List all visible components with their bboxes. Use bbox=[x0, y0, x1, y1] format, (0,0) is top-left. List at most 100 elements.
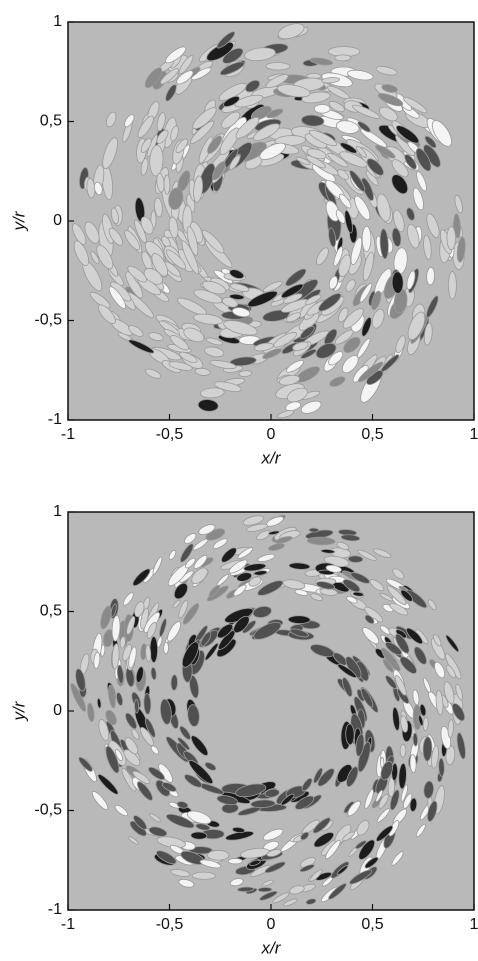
contour-blob bbox=[204, 762, 217, 771]
contour-blob bbox=[264, 788, 280, 798]
contour-blob bbox=[391, 227, 402, 247]
contour-blob bbox=[312, 817, 331, 834]
contour-blob bbox=[309, 869, 323, 882]
contour-blob bbox=[349, 170, 366, 192]
contour-blob bbox=[320, 548, 336, 554]
contour-blob bbox=[179, 351, 198, 364]
contour-blob bbox=[344, 210, 353, 234]
contour-blob bbox=[216, 574, 229, 586]
contour-blob bbox=[237, 547, 254, 559]
contour-blob bbox=[235, 783, 267, 798]
contour-blob bbox=[124, 737, 139, 755]
contour-blob bbox=[265, 74, 289, 89]
contour-blob bbox=[280, 793, 295, 806]
contour-blob bbox=[266, 108, 284, 119]
contour-blob bbox=[123, 592, 134, 606]
contour-blob bbox=[193, 554, 208, 570]
contour-blob bbox=[144, 718, 156, 738]
contour-blob bbox=[385, 641, 402, 656]
contour-blob bbox=[192, 107, 217, 130]
contour-blob bbox=[96, 244, 114, 270]
contour-blob bbox=[337, 169, 349, 180]
contour-blob bbox=[377, 93, 404, 107]
contour-field bbox=[70, 514, 466, 907]
contour-blob bbox=[364, 856, 379, 869]
contour-blob bbox=[406, 207, 415, 221]
contour-blob bbox=[254, 342, 274, 352]
y-tick-label: -1 bbox=[48, 411, 62, 428]
contour-blob bbox=[184, 774, 203, 788]
contour-field bbox=[72, 23, 466, 419]
contour-blob bbox=[355, 733, 365, 757]
contour-blob bbox=[273, 332, 297, 348]
contour-blob bbox=[111, 615, 121, 642]
contour-blob bbox=[301, 777, 313, 792]
contour-blob bbox=[391, 271, 404, 294]
contour-blob bbox=[445, 664, 456, 679]
contour-blob bbox=[301, 114, 325, 127]
contour-blob bbox=[456, 236, 466, 263]
contour-blob bbox=[181, 240, 199, 275]
contour-blob bbox=[178, 599, 189, 619]
contour-blob bbox=[170, 125, 179, 142]
contour-blob bbox=[110, 207, 119, 225]
contour-blob bbox=[227, 858, 244, 865]
contour-blob bbox=[362, 627, 380, 645]
contour-blob bbox=[369, 579, 385, 592]
contour-blob bbox=[346, 766, 359, 788]
contour-blob bbox=[90, 251, 100, 265]
contour-blob bbox=[406, 270, 416, 290]
y-tick-label: 0,5 bbox=[40, 113, 62, 130]
contour-blob bbox=[231, 826, 246, 834]
contour-blob bbox=[329, 376, 346, 387]
contour-blob bbox=[375, 789, 383, 803]
contour-blob bbox=[261, 879, 274, 887]
contour-blob bbox=[78, 756, 93, 772]
contour-blob bbox=[231, 307, 251, 318]
contour-blob bbox=[357, 121, 371, 133]
contour-blob bbox=[327, 152, 349, 168]
contour-blob bbox=[140, 158, 149, 176]
contour-blob bbox=[134, 698, 139, 714]
contour-blob bbox=[395, 633, 410, 654]
contour-blob bbox=[380, 760, 394, 781]
contour-blob bbox=[266, 849, 282, 857]
contour-blob bbox=[132, 770, 151, 784]
contour-blob bbox=[249, 859, 261, 866]
contour-blob bbox=[119, 636, 126, 649]
contour-blob bbox=[306, 536, 336, 546]
contour-blob bbox=[149, 636, 158, 664]
contour-blob bbox=[205, 337, 224, 346]
contour-blob bbox=[352, 591, 365, 597]
x-tick-label: 1 bbox=[470, 916, 478, 933]
contour-blob bbox=[288, 562, 311, 570]
contour-blob bbox=[277, 23, 305, 40]
contour-blob bbox=[149, 813, 162, 823]
contour-blob bbox=[389, 602, 409, 616]
contour-blob bbox=[229, 293, 245, 300]
contour-blob bbox=[217, 623, 234, 639]
contour-blob bbox=[181, 641, 199, 668]
contour-blob bbox=[124, 114, 135, 128]
contour-blob bbox=[445, 634, 460, 653]
contour-blob bbox=[144, 67, 163, 89]
contour-blob bbox=[253, 570, 268, 576]
contour-blob bbox=[356, 820, 370, 836]
contour-blob bbox=[140, 607, 149, 630]
contour-blob bbox=[126, 616, 136, 635]
contour-blob bbox=[237, 886, 255, 892]
contour-blob bbox=[326, 85, 350, 100]
contour-blob bbox=[424, 135, 437, 149]
contour-blob bbox=[422, 736, 433, 762]
contour-blob bbox=[219, 61, 245, 76]
y-axis-label: y/r bbox=[9, 700, 28, 721]
contour-blob bbox=[176, 801, 189, 809]
contour-blob bbox=[193, 175, 204, 203]
contour-blob bbox=[355, 840, 367, 850]
contour-blob bbox=[360, 687, 374, 708]
contour-blob bbox=[315, 581, 336, 590]
contour-blob bbox=[97, 304, 116, 325]
contour-blob bbox=[376, 808, 391, 823]
contour-blob bbox=[145, 644, 152, 663]
contour-blob bbox=[379, 228, 389, 260]
